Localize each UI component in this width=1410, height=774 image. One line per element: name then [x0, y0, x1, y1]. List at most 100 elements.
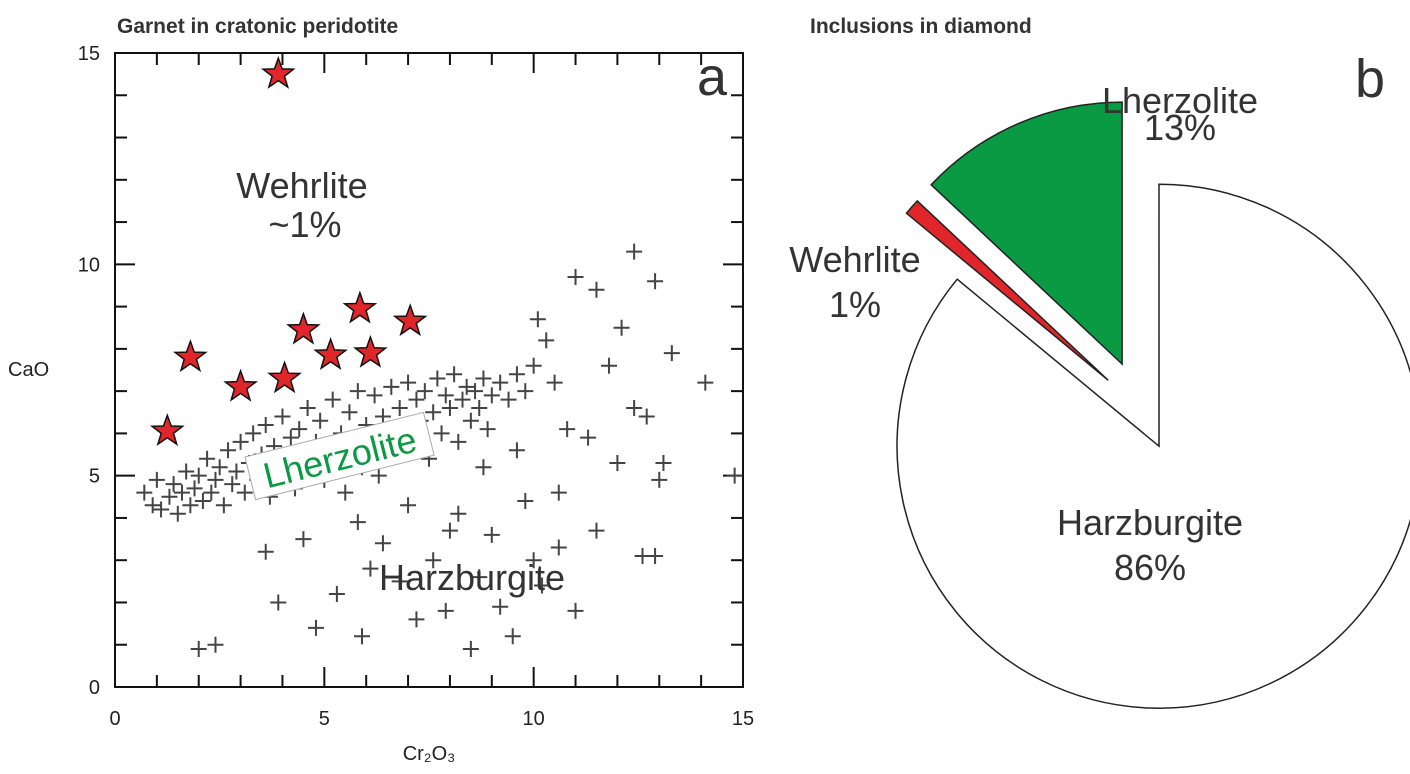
- pie-slice: [930, 101, 1123, 366]
- annotation: Harzburgite: [379, 557, 565, 598]
- data-point: [312, 412, 329, 429]
- data-point: [374, 408, 391, 425]
- data-point: [500, 391, 517, 408]
- data-point: [467, 383, 484, 400]
- chart-title: Inclusions in diamond: [810, 15, 1032, 38]
- data-point: [437, 387, 454, 404]
- data-point: [328, 586, 345, 603]
- slice-value: 13%: [1144, 107, 1216, 148]
- data-point: [220, 442, 237, 459]
- data-point: [354, 628, 371, 645]
- data-point: [224, 476, 241, 493]
- data-point: [267, 360, 302, 394]
- data-point: [362, 560, 379, 577]
- pie-slice: [896, 183, 1410, 709]
- y-axis-label: CaO: [8, 359, 49, 381]
- data-point: [291, 421, 308, 438]
- data-point: [341, 404, 358, 421]
- annotation: Lherzolite: [259, 419, 420, 497]
- data-point: [508, 442, 525, 459]
- data-point: [492, 598, 509, 615]
- slice-label: Harzburgite: [1057, 502, 1243, 543]
- data-point: [307, 619, 324, 636]
- data-point: [169, 505, 186, 522]
- data-point: [475, 370, 492, 387]
- y-tick-label: 0: [89, 677, 100, 699]
- chart-title: Garnet in cratonic peridotite: [117, 15, 398, 38]
- y-tick-label: 5: [89, 466, 100, 488]
- data-point: [638, 408, 655, 425]
- data-point: [178, 463, 195, 480]
- data-point: [286, 311, 321, 345]
- data-point: [458, 378, 475, 395]
- data-point: [374, 535, 391, 552]
- data-point: [492, 374, 509, 391]
- data-point: [173, 484, 190, 501]
- data-point: [567, 602, 584, 619]
- data-point: [647, 273, 664, 290]
- data-point: [408, 391, 425, 408]
- data-point: [626, 400, 643, 417]
- data-point: [190, 467, 207, 484]
- data-point: [517, 493, 534, 510]
- data-point: [525, 357, 542, 374]
- data-point: [236, 484, 253, 501]
- slice-label: Lherzolite: [1102, 80, 1258, 121]
- data-point: [161, 488, 178, 505]
- data-point: [391, 400, 408, 417]
- data-point: [257, 543, 274, 560]
- data-point: [270, 594, 287, 611]
- data-point: [245, 425, 262, 442]
- data-point: [475, 459, 492, 476]
- data-point: [588, 522, 605, 539]
- data-point: [471, 400, 488, 417]
- data-point: [697, 374, 714, 391]
- data-point: [613, 319, 630, 336]
- data-point: [144, 497, 161, 514]
- data-point: [228, 463, 245, 480]
- data-point: [425, 404, 442, 421]
- y-tick-label: 15: [78, 43, 100, 65]
- data-point: [504, 628, 521, 645]
- data-point: [194, 493, 211, 510]
- panel-label: a: [697, 47, 728, 107]
- x-tick-label: 0: [109, 708, 120, 730]
- data-point: [400, 497, 417, 514]
- data-point: [450, 433, 467, 450]
- y-tick-label: 10: [78, 254, 100, 276]
- data-point: [538, 332, 555, 349]
- data-point: [529, 311, 546, 328]
- data-point: [182, 497, 199, 514]
- data-point: [550, 484, 567, 501]
- data-point: [370, 467, 387, 484]
- data-point: [207, 471, 224, 488]
- data-point: [726, 467, 743, 484]
- data-point: [626, 243, 643, 260]
- data-point: [203, 484, 220, 501]
- data-point: [471, 569, 488, 586]
- data-point: [655, 454, 672, 471]
- data-point: [588, 281, 605, 298]
- slice-label: Wehrlite: [789, 239, 920, 280]
- data-point: [186, 480, 203, 497]
- data-point: [324, 391, 341, 408]
- data-point: [433, 425, 450, 442]
- data-point: [517, 383, 534, 400]
- data-point: [207, 636, 224, 653]
- data-point: [257, 416, 274, 433]
- data-point: [353, 334, 388, 368]
- data-point: [416, 383, 433, 400]
- panel-label: b: [1355, 49, 1385, 109]
- data-point: [313, 336, 348, 371]
- data-point: [232, 433, 249, 450]
- pie-slice: [905, 199, 1109, 381]
- data-point: [223, 368, 258, 402]
- annotation-box: [244, 411, 435, 501]
- data-point: [437, 602, 454, 619]
- data-point: [342, 290, 378, 324]
- data-point: [349, 383, 366, 400]
- data-point: [651, 471, 668, 488]
- data-point: [483, 387, 500, 404]
- data-point: [349, 514, 366, 531]
- data-point: [149, 413, 185, 447]
